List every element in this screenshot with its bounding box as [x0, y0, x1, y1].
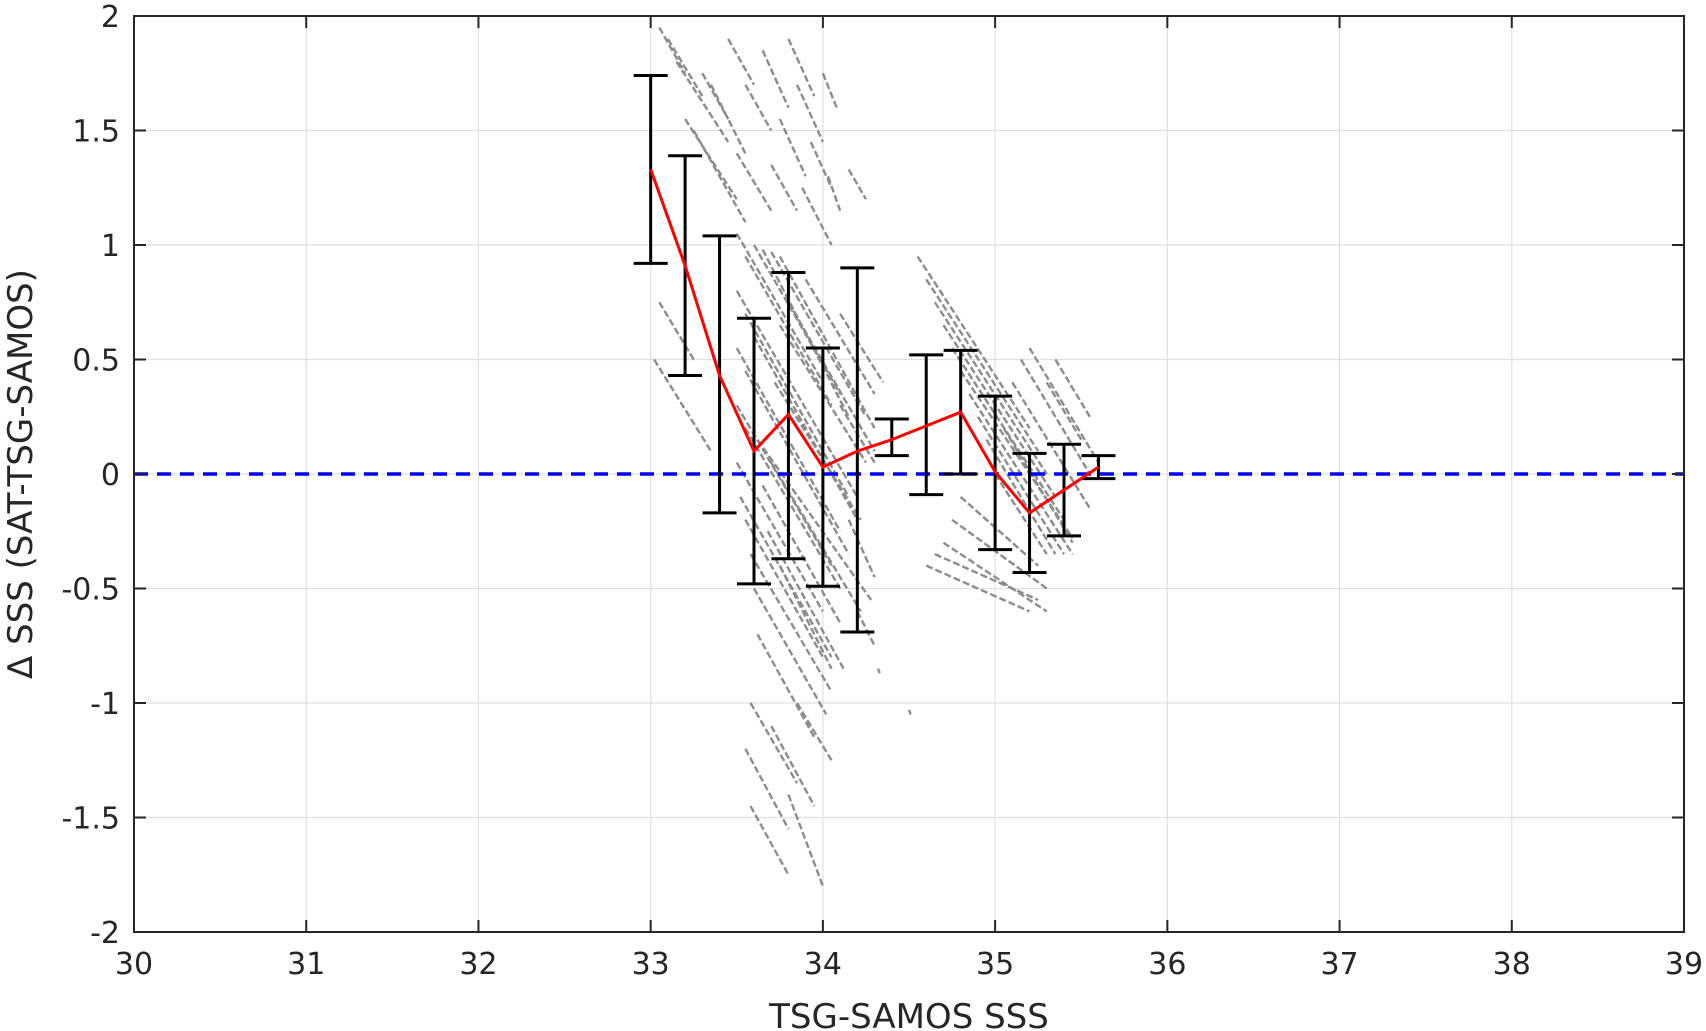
x-tick-label: 37 [1320, 947, 1358, 982]
y-tick-label: 0 [101, 458, 120, 493]
scatter-point [994, 473, 1048, 555]
x-axis-label: TSG-SAMOS SSS [768, 997, 1049, 1031]
x-tick-labels: 30 31 32 33 34 35 36 37 38 39 [115, 947, 1703, 982]
scatter-point [752, 336, 859, 521]
x-tick-label: 36 [1148, 947, 1186, 982]
scatter-point [778, 565, 833, 670]
y-tick-label: -1 [90, 687, 120, 722]
scatter-point [701, 72, 730, 120]
scatter-point [809, 141, 833, 189]
scatter-point [821, 72, 838, 109]
scatter-point [876, 668, 881, 674]
scatter-point [916, 255, 1031, 429]
x-tick-label: 33 [632, 947, 670, 982]
scatter-point [735, 232, 824, 384]
scatter-point [925, 278, 1040, 452]
y-tick-label: 2 [101, 0, 120, 35]
y-tick-labels: -2 -1.5 -1 -0.5 0 0.5 1 1.5 2 [61, 0, 120, 951]
scatter-point [749, 702, 799, 784]
scatter-point [761, 484, 842, 624]
scatter-point [709, 84, 747, 154]
scatter-point [1019, 358, 1091, 475]
scatter-point [1002, 427, 1074, 544]
scatter-point [675, 61, 730, 143]
scatter-point [796, 702, 833, 761]
scatter-point [744, 313, 850, 498]
scatter-point [744, 748, 790, 830]
scatter-point [795, 84, 824, 143]
scatter-point [744, 370, 850, 555]
scatter-point [727, 38, 756, 86]
y-tick-label: -0.5 [61, 573, 120, 608]
ticks [133, 15, 1685, 933]
scatter-point [692, 129, 747, 223]
x-tick-label: 35 [976, 947, 1014, 982]
scatter-point [787, 794, 825, 887]
scatter-point [756, 438, 873, 601]
scatter-point [976, 416, 1066, 555]
x-tick-label: 39 [1665, 947, 1703, 982]
scatter-point [942, 541, 1048, 613]
scatter-point [856, 610, 876, 647]
scatter-point [801, 187, 833, 246]
scatter-point [766, 530, 845, 670]
scatter-point [1028, 347, 1100, 464]
scatter-point [749, 805, 790, 876]
scatter-point [749, 553, 833, 693]
scatter-point [761, 49, 790, 109]
scatter-point [787, 38, 816, 97]
mean-line [649, 168, 1100, 515]
scatter-point [804, 278, 876, 395]
scatter-point [934, 553, 1039, 602]
scatter-point [1054, 358, 1091, 418]
y-tick-label: 1.5 [72, 115, 120, 150]
scatter-point [933, 301, 1048, 475]
scatter-point [770, 164, 799, 212]
scatter-point [770, 725, 816, 807]
scatter-point [985, 439, 1057, 555]
scatter-point [847, 519, 876, 578]
scatter-point [839, 313, 885, 384]
scatter-point [653, 358, 712, 452]
error-bars [633, 74, 1116, 634]
scatter-point [826, 175, 842, 212]
scatter-point [787, 301, 876, 452]
scatter-point [770, 461, 862, 613]
scatter-point [773, 381, 862, 521]
x-tick-label: 31 [287, 947, 325, 982]
y-tick-label: 1 [101, 229, 120, 264]
scatter-point [744, 84, 773, 132]
scatter-point [666, 38, 704, 97]
y-tick-label: 0.5 [72, 344, 120, 379]
scatter-point [951, 347, 1066, 521]
scatter-point [752, 587, 828, 716]
scatter-point [658, 26, 687, 74]
error-bar [874, 417, 909, 458]
scatter-point [778, 118, 807, 177]
scatter-point [1045, 381, 1083, 441]
scatter-point [925, 564, 1031, 613]
scatter-point [959, 496, 1039, 567]
scatter-point [744, 519, 824, 658]
x-tick-label: 38 [1493, 947, 1531, 982]
x-tick-label: 30 [115, 947, 153, 982]
x-tick-label: 34 [804, 947, 842, 982]
scatter-point [907, 709, 912, 715]
scatter-point [658, 301, 695, 361]
y-tick-label: -2 [90, 916, 120, 951]
scatter-point [735, 152, 773, 212]
y-axis-label: Δ SSS (SAT-TSG-SAMOS) [1, 269, 41, 679]
scatter-point [847, 168, 867, 200]
x-tick-label: 32 [459, 947, 497, 982]
y-tick-label: -1.5 [61, 802, 120, 837]
